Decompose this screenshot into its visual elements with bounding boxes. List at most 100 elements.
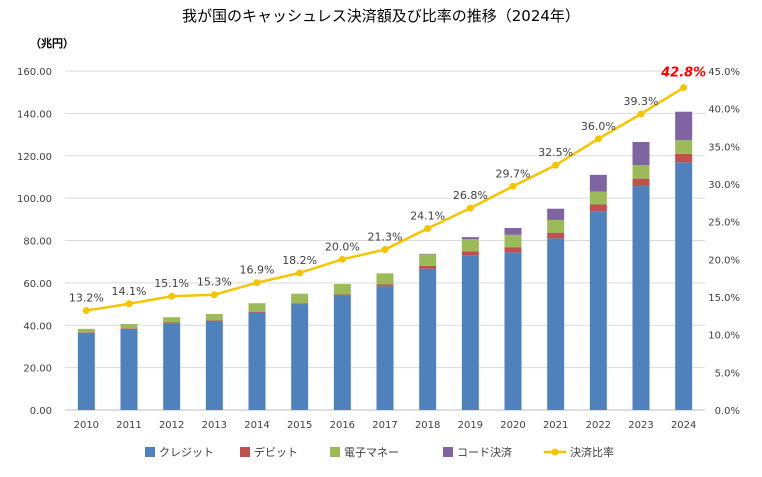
legend-label: クレジット — [159, 446, 214, 459]
bar-segment — [632, 178, 650, 187]
legend-label: 電子マネー — [344, 446, 399, 459]
bar-segment — [333, 294, 351, 296]
bar-segment — [77, 332, 95, 333]
y2-tick-label: 40.0% — [708, 105, 740, 116]
x-tick-label: 2014 — [244, 420, 269, 431]
ratio-point — [466, 204, 474, 212]
bar-segment — [205, 321, 223, 410]
bar-segment — [632, 141, 650, 166]
y-tick-label: 60.00 — [23, 279, 52, 290]
legend-label: デビット — [254, 445, 298, 459]
ratio-point — [338, 255, 346, 263]
legend-line-marker — [551, 448, 559, 456]
bar-segment — [376, 273, 394, 285]
bar-segment — [461, 255, 479, 410]
bar-segment — [333, 295, 351, 410]
bar-segment — [547, 238, 565, 410]
x-tick-label: 2023 — [628, 420, 653, 431]
y2-tick-label: 15.0% — [708, 293, 740, 304]
y2-tick-label: 10.0% — [708, 331, 740, 342]
x-tick-label: 2016 — [330, 420, 355, 431]
bar-segment — [291, 304, 309, 410]
legend-swatch — [145, 447, 155, 457]
legend-label: 決済比率 — [570, 445, 614, 459]
bar-segment — [419, 254, 437, 266]
ratio-point — [296, 269, 304, 277]
x-tick-label: 2021 — [543, 420, 568, 431]
ratio-data-label: 14.1% — [112, 285, 147, 298]
x-tick-label: 2018 — [415, 420, 440, 431]
y-tick-label: 80.00 — [23, 237, 52, 248]
bar-segment — [504, 252, 522, 410]
y-tick-label: 20.00 — [23, 364, 52, 375]
bar-segment — [291, 303, 309, 305]
ratio-point — [82, 307, 90, 315]
bar-segment — [163, 323, 181, 410]
ratio-point — [253, 279, 261, 287]
bar-segment — [77, 328, 95, 333]
x-tick-label: 2011 — [116, 420, 141, 431]
bar-segment — [205, 314, 223, 321]
bar-segment — [291, 293, 309, 304]
data-labels: 13.2% 14.1% 15.1% 15.3% 16.9% 18.2% 20.0% 21.3%… — [69, 66, 706, 305]
legend: クレジット デビット 電子マネー コード決済 決済比率 — [145, 445, 614, 459]
legend-swatch — [443, 447, 453, 457]
ratio-point — [424, 224, 432, 232]
bar-segment — [504, 227, 522, 235]
bar-segment — [589, 191, 607, 205]
ratio-data-label: 16.9% — [240, 264, 275, 277]
x-tick-label: 2024 — [671, 420, 696, 431]
bar-segment — [120, 328, 138, 410]
bar-segment — [419, 268, 437, 410]
bar-segment — [248, 311, 266, 313]
x-tick-label: 2013 — [202, 420, 227, 431]
ratio-point — [381, 246, 389, 254]
y2-tick-label: 30.0% — [708, 180, 740, 191]
x-tick-label: 2015 — [287, 420, 312, 431]
bar-segment — [163, 322, 181, 324]
y-tick-label: 140.00 — [17, 109, 52, 120]
ratio-data-label: 32.5% — [538, 146, 573, 159]
y2-tick-label: 5.0% — [715, 368, 740, 379]
bar-segment — [547, 219, 565, 233]
ratio-data-label: 36.0% — [581, 120, 616, 133]
ratio-data-label: 42.8% — [660, 66, 706, 81]
bar-segment — [248, 312, 266, 410]
x-tick-label: 2017 — [372, 420, 397, 431]
bar-segment — [589, 211, 607, 410]
ratio-data-label: 13.2% — [69, 292, 104, 305]
x-tick-label: 2012 — [159, 420, 184, 431]
ratio-data-label: 21.3% — [368, 231, 403, 244]
bar-segment — [504, 247, 522, 253]
bar-segment — [675, 153, 693, 163]
bar-segment — [632, 186, 650, 410]
bar-segment — [376, 284, 394, 287]
y-tick-label: 120.00 — [17, 152, 52, 163]
bar-segment — [589, 204, 607, 212]
ratio-point — [637, 110, 645, 118]
bar-segment — [376, 286, 394, 410]
bar-segment — [120, 323, 138, 329]
y-tick-label: 160.00 — [17, 67, 52, 78]
bar-segment — [461, 237, 479, 240]
ratio-point — [552, 161, 560, 169]
y-axis-unit-label: （兆円） — [30, 36, 74, 50]
bar-segment — [77, 332, 95, 410]
legend-swatch — [330, 447, 340, 457]
bar-segment — [248, 303, 266, 312]
y-tick-label: 40.00 — [23, 321, 52, 332]
ratio-data-label: 26.8% — [453, 189, 488, 202]
y2-tick-label: 35.0% — [708, 142, 740, 153]
x-tick-label: 2019 — [458, 420, 483, 431]
x-tick-label: 2010 — [74, 420, 99, 431]
ratio-point — [509, 182, 517, 190]
bar-segment — [547, 208, 565, 220]
bar-segment — [461, 239, 479, 252]
ratio-data-label: 39.3% — [624, 95, 659, 108]
ratio-point — [125, 300, 133, 308]
bar-segment — [461, 251, 479, 256]
bars — [77, 111, 693, 410]
legend-swatch — [240, 447, 250, 457]
bar-segment — [504, 234, 522, 248]
